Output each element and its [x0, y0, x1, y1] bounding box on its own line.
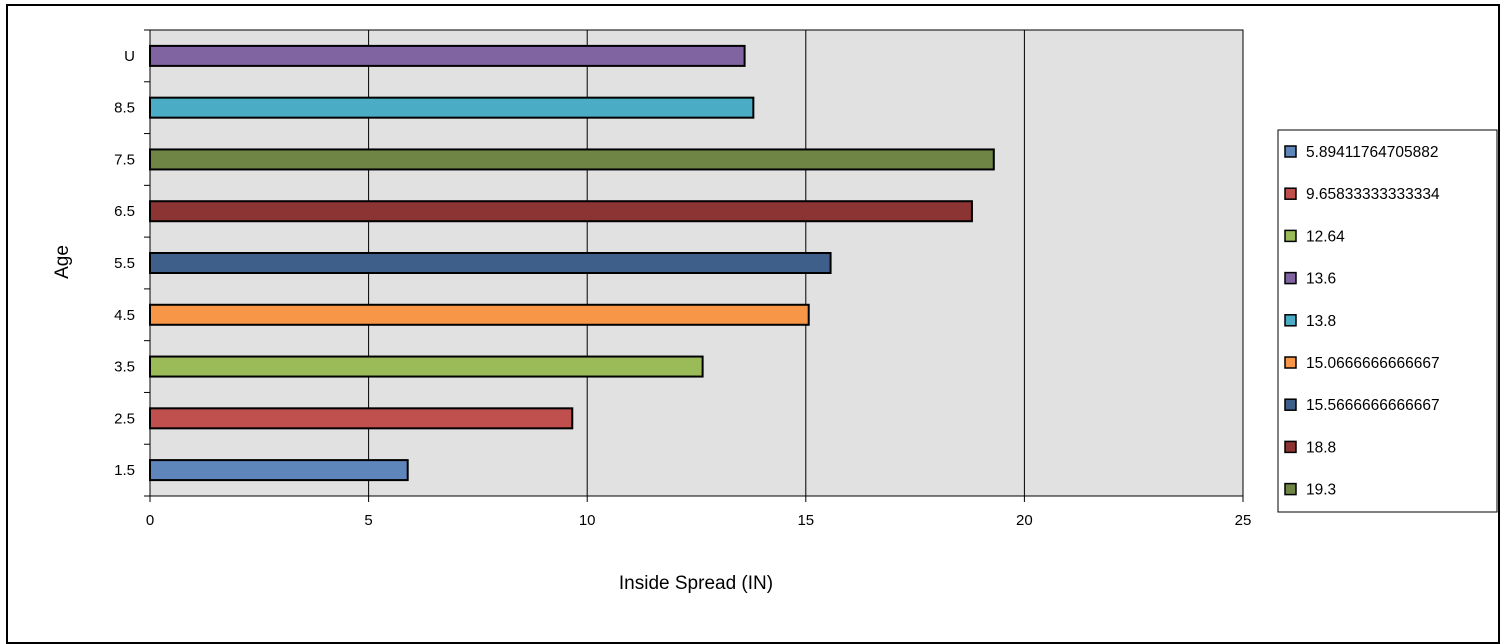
y-axis-ticks: 1.5 2.5 3.5 4.5 5.5 6.5 7.5 8.5 U	[114, 29, 150, 497]
bar	[149, 44, 746, 67]
bar	[149, 407, 574, 430]
legend-swatch	[1284, 356, 1297, 369]
legend-swatch	[1284, 440, 1297, 454]
legend-swatch	[1284, 145, 1297, 158]
y-tick-label: U	[124, 48, 135, 65]
legend-label: 5.89411764705882	[1306, 144, 1438, 161]
x-tick-label: 10	[579, 512, 596, 529]
legend-label: 13.6	[1306, 271, 1336, 288]
bars	[149, 44, 995, 482]
y-tick-label: 8.5	[114, 100, 135, 117]
legend-label: 9.65833333333334	[1306, 186, 1440, 203]
y-tick-label: 7.5	[114, 151, 135, 168]
bar	[149, 252, 832, 274]
x-tick-label: 15	[797, 512, 814, 529]
legend-swatch	[1284, 271, 1297, 285]
legend-swatch	[1284, 398, 1297, 411]
legend-label: 13.8	[1306, 313, 1336, 330]
legend-swatch	[1284, 314, 1297, 327]
y-tick-label: 6.5	[114, 203, 135, 220]
legend-swatch	[1284, 482, 1297, 496]
legend-label: 15.0666666666667	[1306, 355, 1440, 372]
y-tick-label: 4.5	[114, 307, 135, 324]
legend-swatch	[1284, 229, 1297, 243]
y-tick-label: 3.5	[114, 359, 135, 376]
x-axis-ticks: 0 5 10 15 20 25	[146, 496, 1252, 529]
x-tick-label: 20	[1016, 512, 1033, 529]
legend-box	[1277, 129, 1498, 513]
legend-label: 19.3	[1306, 482, 1336, 499]
x-tick-label: 5	[364, 512, 372, 529]
bar	[149, 355, 704, 378]
x-axis-title: Inside Spread (IN)	[619, 573, 773, 594]
y-axis-title: Age	[52, 245, 73, 279]
y-tick-label: 1.5	[114, 462, 135, 479]
bar	[149, 459, 409, 482]
legend-label: 12.64	[1306, 228, 1345, 245]
bar	[149, 200, 973, 223]
bar	[149, 96, 755, 119]
legend-label: 15.5666666666667	[1306, 397, 1440, 414]
y-tick-label: 5.5	[114, 255, 135, 272]
bar-chart: 0 5 10 15 20 25 1.5 2.5 3.5 4.5 5.5 6.5 7.5 8.5 U Ins…	[52, 29, 1498, 594]
legend: 5.89411764705882 9.65833333333334 12.64 13.…	[1277, 129, 1498, 513]
x-tick-label: 25	[1235, 512, 1252, 529]
bar	[149, 303, 810, 326]
y-tick-label: 2.5	[114, 410, 135, 427]
legend-label: 18.8	[1306, 439, 1336, 456]
bar	[149, 148, 995, 171]
x-tick-label: 0	[146, 512, 154, 529]
legend-swatch	[1284, 187, 1297, 200]
